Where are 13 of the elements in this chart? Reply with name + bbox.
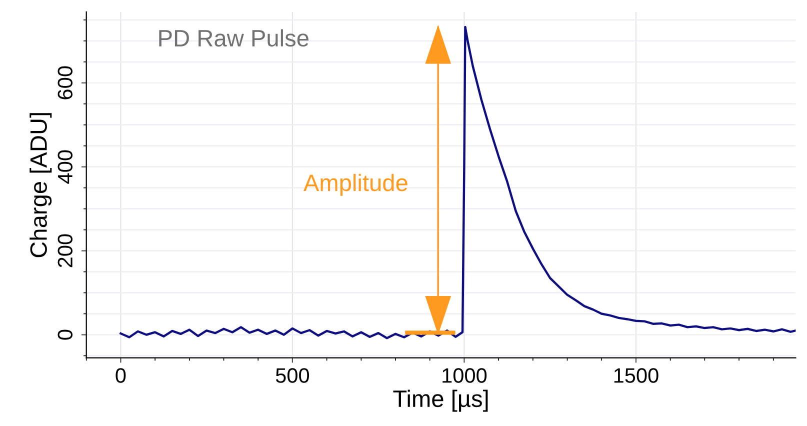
y-axis-title: Charge [ADU]	[30, 113, 52, 258]
x-tick-label: 500	[276, 368, 310, 383]
y-tick-label: 0	[58, 330, 73, 340]
line-series	[120, 26, 796, 340]
y-tick-label: 200	[58, 234, 73, 268]
text: PD Raw Pulse	[159, 29, 308, 47]
x-tick-label: 0	[116, 368, 126, 383]
y-tick-label: 600	[58, 66, 73, 100]
x-tick-label: 1500	[614, 368, 658, 383]
y-tick-label: 400	[58, 150, 73, 184]
x-axis-title: Time [µs]	[393, 390, 488, 412]
annotation: Amplitude	[303, 174, 408, 196]
x-tick-label: 1000	[442, 368, 487, 383]
